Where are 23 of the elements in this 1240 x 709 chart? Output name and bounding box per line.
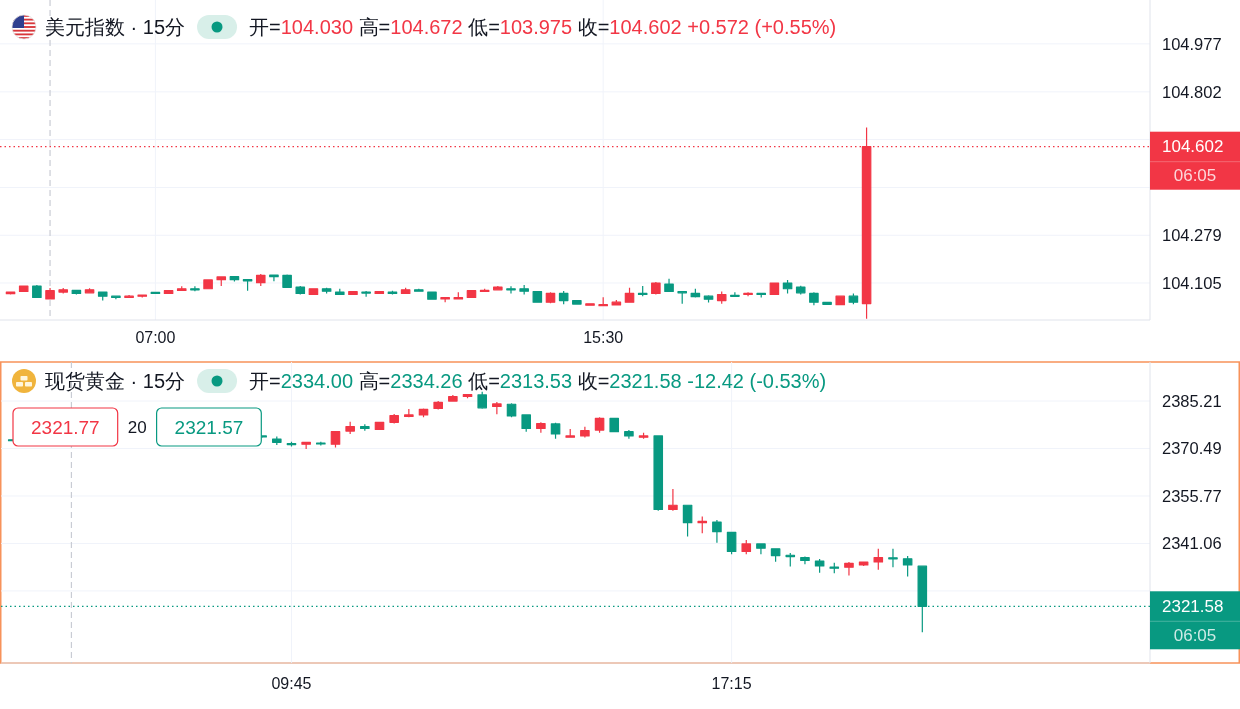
- annotation: 06:05: [1173, 166, 1217, 186]
- title: 美元指数 · 15分: [45, 16, 186, 38]
- y-tick-label: 104.802: [1162, 82, 1222, 101]
- y-tick-label: 104.105: [1162, 274, 1222, 292]
- annotation: 20: [127, 417, 147, 437]
- subtitle: 开=104.030 高=104.672 低=103.975 收=104.602 +0.572 (+0.55%): [249, 16, 837, 38]
- y-tick-label: 2370.49: [1162, 439, 1222, 458]
- y-tick-label: 104.279: [1162, 226, 1222, 245]
- annotation: 06:05: [1173, 625, 1217, 645]
- subtitle: 开=2334.00 高=2334.26 低=2313.53 收=2321.58 -12.42 (-0.53%): [249, 370, 827, 392]
- annotation: 2321.57: [174, 416, 244, 438]
- x-tick-label: 07:00: [135, 328, 176, 346]
- y-tick-label: 2355.77: [1162, 487, 1222, 505]
- ref-line-label: 2321.58: [1162, 596, 1224, 616]
- x-tick-label: 17:15: [711, 674, 752, 692]
- y-tick-label: 2341.06: [1162, 534, 1222, 553]
- x-tick-label: 09:45: [271, 674, 312, 692]
- y-tick-label: 2385.21: [1162, 392, 1222, 410]
- ref-line-label: 104.602: [1162, 137, 1224, 157]
- title: 现货黄金 · 15分: [45, 370, 186, 392]
- annotation: 2321.77: [31, 416, 100, 438]
- x-tick-label: 15:30: [583, 328, 624, 346]
- y-tick-label: 104.977: [1162, 34, 1222, 53]
